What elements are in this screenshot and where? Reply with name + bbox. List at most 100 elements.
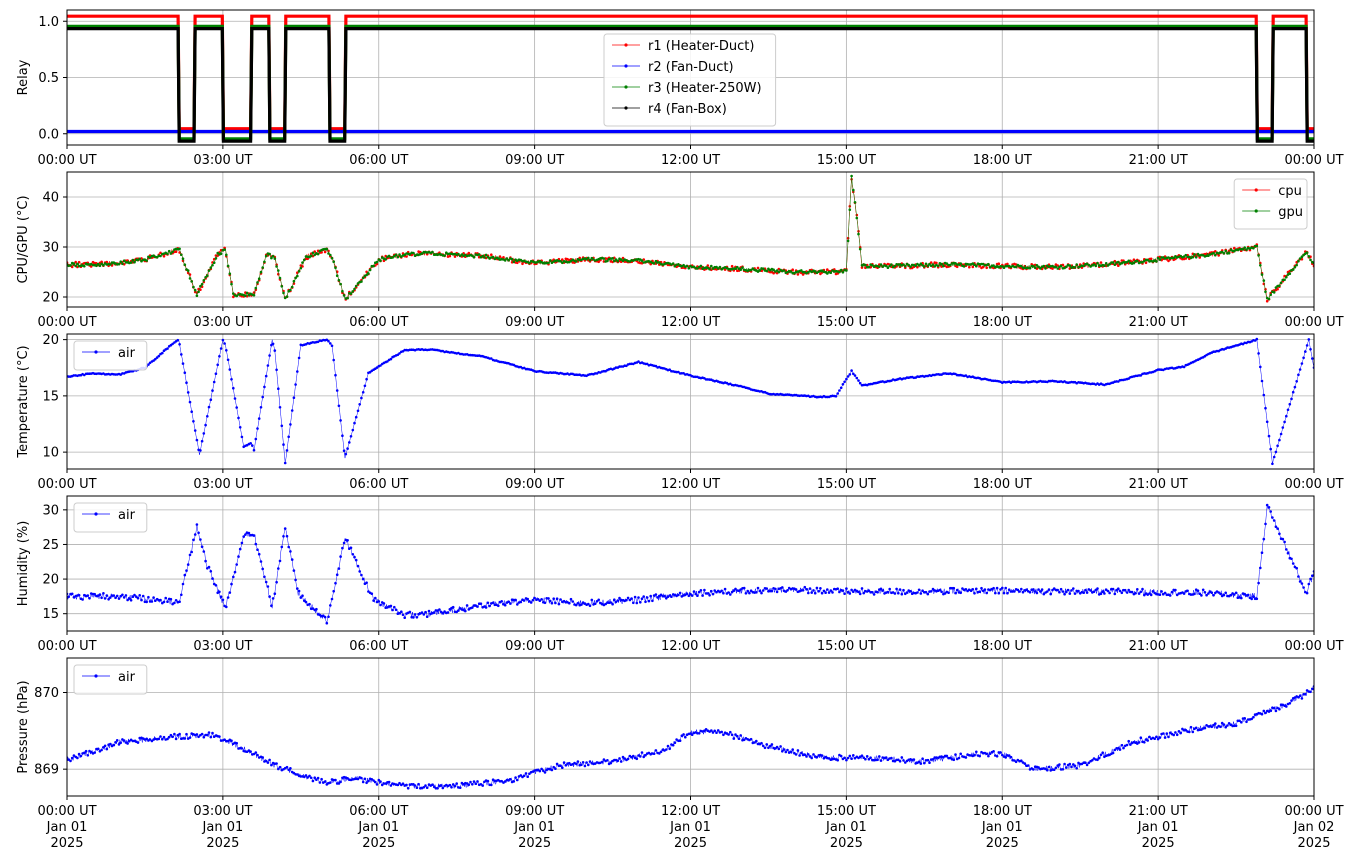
data-point	[303, 258, 306, 262]
data-point	[96, 747, 100, 751]
data-point	[339, 780, 342, 784]
data-point	[310, 27, 313, 30]
y-tick-label: 870	[34, 686, 59, 701]
data-point	[1198, 592, 1201, 595]
data-point	[1233, 593, 1236, 596]
data-point	[72, 374, 76, 377]
data-point	[528, 15, 531, 18]
data-point	[425, 786, 429, 789]
data-point	[235, 741, 238, 745]
data-point	[1168, 731, 1172, 735]
data-point	[1103, 592, 1106, 595]
data-point	[900, 592, 904, 596]
data-point	[1028, 591, 1032, 594]
data-point	[995, 755, 999, 758]
data-point	[365, 25, 368, 28]
data-point	[186, 269, 190, 272]
data-point	[580, 763, 583, 767]
data-point	[379, 364, 382, 367]
data-point	[183, 737, 187, 740]
data-point	[1045, 25, 1048, 28]
data-point	[1259, 365, 1262, 369]
data-point	[292, 279, 296, 283]
data-point	[201, 15, 205, 18]
data-point	[1259, 566, 1262, 570]
data-point	[1099, 261, 1103, 264]
data-point	[361, 276, 365, 280]
data-point	[1300, 582, 1304, 585]
data-point	[268, 252, 271, 256]
data-point	[1065, 590, 1068, 594]
data-point	[869, 591, 872, 594]
data-point	[301, 594, 304, 597]
data-point	[491, 255, 495, 259]
data-point	[1031, 25, 1034, 28]
data-point	[652, 262, 656, 265]
data-point	[538, 599, 542, 602]
data-point	[161, 737, 164, 741]
data-point	[876, 758, 879, 762]
data-point	[671, 743, 675, 747]
data-point	[280, 424, 284, 428]
data-point	[245, 291, 249, 295]
data-point	[324, 27, 327, 30]
data-point	[639, 601, 642, 604]
data-point	[868, 27, 871, 30]
data-point	[1293, 385, 1297, 389]
data-point	[718, 25, 722, 28]
data-point	[147, 25, 150, 28]
data-point	[1113, 25, 1116, 28]
data-point	[635, 757, 639, 761]
data-point	[178, 732, 181, 736]
data-point	[1222, 593, 1226, 597]
data-point	[363, 777, 367, 781]
data-point	[1049, 592, 1052, 596]
x-tick-year: 2025	[1142, 836, 1175, 851]
data-point	[330, 597, 334, 601]
data-point	[188, 553, 192, 557]
data-point	[106, 130, 109, 133]
data-point	[1158, 258, 1162, 261]
data-point	[860, 754, 864, 757]
data-point	[392, 27, 395, 30]
data-point	[325, 247, 329, 251]
data-point	[204, 276, 207, 279]
data-point	[400, 610, 403, 613]
data-point	[490, 783, 493, 787]
data-point	[1096, 261, 1099, 265]
data-point	[691, 25, 694, 28]
x-tick-label: 09:00 UT	[505, 477, 564, 492]
data-point	[256, 753, 259, 757]
data-point	[893, 264, 897, 268]
data-point	[999, 751, 1002, 754]
data-point	[684, 735, 687, 739]
data-point	[185, 381, 188, 385]
data-point	[1263, 127, 1266, 130]
data-point	[582, 15, 586, 18]
data-point	[299, 596, 303, 599]
data-point	[1059, 27, 1062, 30]
data-point	[1140, 27, 1143, 30]
data-point	[963, 130, 966, 133]
data-point	[838, 590, 841, 594]
data-point	[1305, 591, 1309, 595]
data-point	[351, 553, 355, 556]
data-point	[765, 743, 768, 746]
data-point	[680, 372, 684, 375]
data-point	[1303, 25, 1306, 28]
data-point	[1063, 762, 1066, 766]
data-point	[70, 265, 74, 269]
data-point	[1127, 25, 1130, 28]
data-point	[278, 765, 282, 769]
data-point	[242, 535, 245, 538]
data-point	[853, 374, 857, 377]
data-point	[1262, 709, 1266, 713]
data-point	[93, 15, 96, 18]
data-point	[950, 25, 953, 28]
data-point	[548, 259, 552, 262]
data-point	[1061, 768, 1065, 771]
data-point	[977, 25, 980, 28]
legend: air	[73, 340, 148, 371]
data-point	[1182, 365, 1186, 369]
data-point	[188, 140, 191, 143]
